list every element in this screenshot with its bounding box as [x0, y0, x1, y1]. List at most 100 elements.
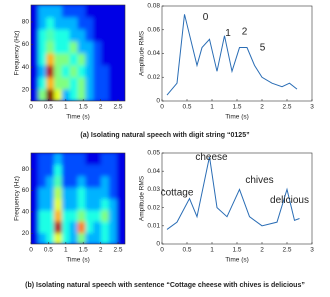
- heatmap-cell: [31, 5, 40, 18]
- heatmap-cell: [85, 220, 95, 234]
- x-tick-label: 0: [160, 247, 164, 254]
- x-tick-label: 2.5: [114, 247, 123, 254]
- y-axis-label: Frequency (Hz): [14, 31, 21, 76]
- heatmap-cell: [108, 186, 118, 199]
- line: [166, 156, 300, 230]
- heatmap-cell: [85, 40, 95, 54]
- heatmap-cell: [108, 88, 118, 101]
- heatmap-cell: [77, 220, 87, 234]
- heatmap-cell: [116, 76, 125, 90]
- y-tick-label: 20: [22, 230, 30, 237]
- x-tick-label: 2.5: [282, 247, 291, 254]
- heatmap-cell: [69, 209, 79, 222]
- heatmap-cell: [31, 186, 40, 199]
- y-tick-label: 0.02: [147, 204, 160, 211]
- heatmap-cell: [61, 28, 71, 42]
- heatmap-cell: [69, 186, 79, 199]
- x-tick-label: 1.5: [232, 104, 241, 111]
- x-tick-label: 2: [260, 104, 264, 111]
- y-tick-label: 60: [22, 41, 30, 48]
- heatmap-cell: [38, 52, 48, 66]
- chart: 0 0.5 1 1.5 2 2.5 20 40 60 80 Time (s) Frequency (H…: [14, 152, 126, 264]
- heatmap-cell: [54, 16, 63, 30]
- heatmap-cell: [93, 209, 102, 222]
- heatmap-cell: [116, 220, 125, 234]
- heatmap-cell: [46, 163, 55, 177]
- y-tick-label: 0: [156, 98, 160, 105]
- y-tick-label: 0.04: [147, 50, 160, 57]
- heatmap-cell: [31, 40, 40, 54]
- heatmap-cell: [108, 64, 118, 78]
- heatmap-cell: [69, 220, 79, 234]
- heatmap: [31, 153, 125, 244]
- heatmap-cell: [116, 198, 125, 211]
- heatmap-cell: [101, 220, 110, 234]
- heatmap-cell: [31, 175, 40, 188]
- y-axis-label: Amplitude RMS: [139, 30, 146, 76]
- heatmap-cell: [54, 28, 63, 42]
- heatmap-cell: [69, 198, 79, 211]
- heatmap-cell: [101, 232, 110, 244]
- heatmap-cell: [108, 198, 118, 211]
- x-tick-label: 1.5: [79, 104, 88, 111]
- heatmap-cell: [77, 16, 87, 30]
- y-tick-label: 0.03: [147, 186, 160, 193]
- x-tick-label: 1.5: [232, 247, 241, 254]
- heatmap-cell: [38, 16, 48, 30]
- heatmap-cell: [77, 52, 87, 66]
- heatmap-cell: [116, 163, 125, 177]
- heatmap-cell: [116, 232, 125, 244]
- axes-box: [30, 4, 126, 102]
- x-axis-label: Time (s): [225, 114, 249, 121]
- heatmap-cell: [31, 16, 40, 30]
- x-axis-label: Time (s): [66, 257, 90, 264]
- heatmap-cell: [93, 40, 102, 54]
- heatmap-cell: [69, 163, 79, 177]
- y-tick-label: 0.01: [147, 223, 160, 230]
- heatmap-cell: [108, 40, 118, 54]
- heatmap-cell: [85, 163, 95, 177]
- x-tick-label: 0: [29, 247, 33, 254]
- y-axis-label: Amplitude RMS: [139, 175, 146, 221]
- heatmap-cell: [38, 232, 48, 244]
- heatmap-cell: [85, 153, 95, 165]
- heatmap-cell: [116, 16, 125, 30]
- heatmap-cell: [85, 64, 95, 78]
- heatmap-cell: [77, 76, 87, 90]
- heatmap-cell: [46, 186, 55, 199]
- heatmap-cell: [93, 220, 102, 234]
- heatmap-cell: [85, 5, 95, 18]
- heatmap-cell: [46, 198, 55, 211]
- heatmap-cell: [38, 88, 48, 101]
- heatmap-cell: [93, 76, 102, 90]
- heatmap-cell: [85, 76, 95, 90]
- heatmap-cell: [31, 64, 40, 78]
- heatmap-cell: [46, 16, 55, 30]
- heatmap-cell: [77, 175, 87, 188]
- annotation: delicious: [270, 195, 309, 206]
- heatmap-cell: [54, 209, 63, 222]
- y-tick-label: 0: [156, 241, 160, 248]
- heatmap-cell: [116, 40, 125, 54]
- heatmap-cell: [54, 52, 63, 66]
- heatmap-cell: [54, 186, 63, 199]
- heatmap-cell: [31, 153, 40, 165]
- heatmap-cell: [77, 5, 87, 18]
- heatmap-cell: [93, 232, 102, 244]
- annotation: 1: [225, 28, 231, 39]
- heatmap-cell: [69, 232, 79, 244]
- heatmap-cell: [101, 28, 110, 42]
- y-tick-label: 0.06: [147, 26, 160, 33]
- heatmap-cell: [108, 163, 118, 177]
- y-tick-label: 0.02: [147, 74, 160, 81]
- heatmap-cell: [61, 16, 71, 30]
- heatmap-cell: [77, 153, 87, 165]
- annotation: cottage: [161, 188, 194, 199]
- x-tick-label: 1: [210, 247, 214, 254]
- heatmap-cell: [54, 220, 63, 234]
- heatmap-cell: [77, 186, 87, 199]
- heatmap-cell: [54, 40, 63, 54]
- heatmap-cell: [31, 198, 40, 211]
- y-tick-label: 0.05: [147, 150, 160, 157]
